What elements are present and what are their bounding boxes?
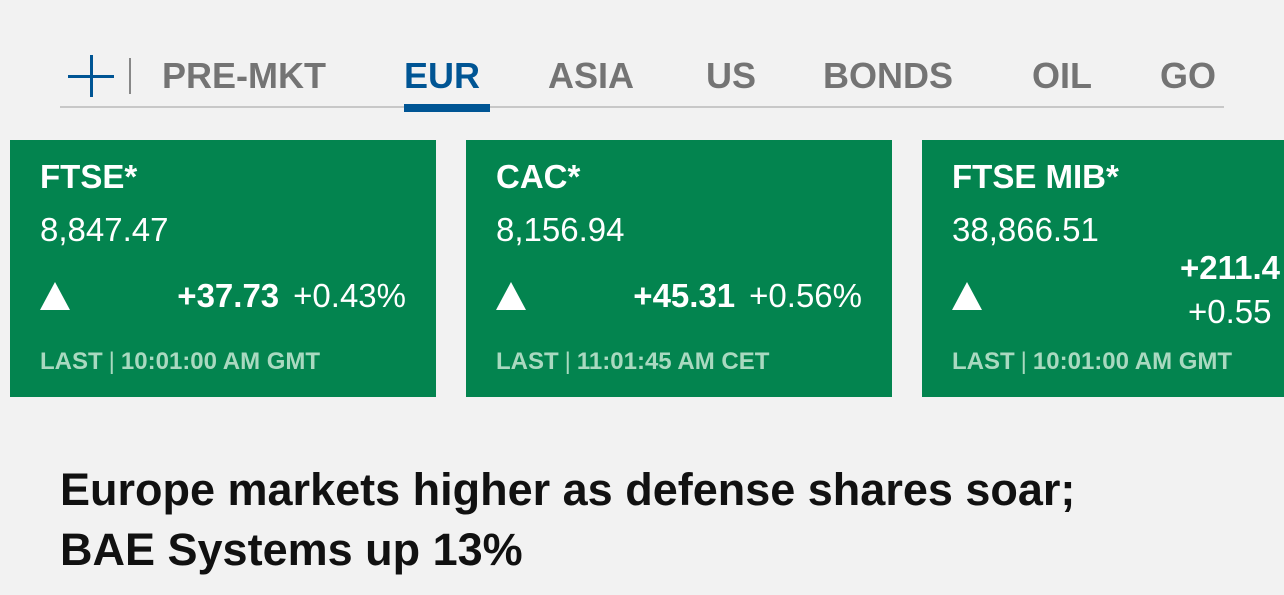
last-label: LAST [496, 348, 559, 375]
change: +45.31 [633, 277, 736, 314]
tab-active[interactable]: EUR [404, 55, 481, 96]
tab[interactable]: GO [1160, 55, 1217, 96]
divider [129, 58, 131, 94]
tab[interactable]: OIL [1032, 55, 1092, 96]
last-label: LAST [40, 348, 103, 375]
up-arrow [496, 282, 526, 310]
market-card[interactable]: FTSE MIB* 38,866.51 +211.4 +0.55 LAST | 10… [922, 140, 1284, 397]
market-card[interactable]: CAC* 8,156.94 +45.31 +0.56% LAST | 11:01:45… [466, 140, 892, 397]
change: +211.4 [1180, 249, 1281, 286]
headline[interactable]: Europe markets higher as defense shares … [60, 464, 1076, 575]
tab[interactable]: US [706, 55, 757, 96]
last-label: LAST [952, 348, 1015, 375]
up-arrow [952, 282, 982, 310]
index-name: CAC* [496, 158, 581, 195]
time: 11:01:45 AM CET [576, 348, 770, 375]
index-value: 8,847.47 [40, 211, 169, 248]
time: 10:01:00 AM GMT [1032, 348, 1233, 375]
index-name: FTSE* [40, 158, 138, 195]
tab[interactable]: PRE-MKT [162, 55, 326, 96]
up-arrow [40, 282, 70, 310]
index-value: 38,866.51 [952, 211, 1099, 248]
market-card[interactable]: FTSE* 8,847.47 +37.73 +0.43% LAST | 10:01:0… [10, 140, 436, 397]
nav-baseline [60, 106, 1224, 108]
change-pct: +0.55 [1188, 293, 1272, 330]
change-pct: +0.56% [749, 277, 862, 314]
change: +37.73 [177, 277, 280, 314]
time: 10:01:00 AM GMT [120, 348, 321, 375]
active-underline [404, 104, 490, 112]
tab[interactable]: BONDS [823, 55, 954, 96]
add-button[interactable] [66, 53, 116, 99]
change-pct: +0.43% [293, 277, 406, 314]
tab[interactable]: ASIA [548, 55, 635, 96]
index-value: 8,156.94 [496, 211, 625, 248]
index-name: FTSE MIB* [952, 158, 1119, 195]
